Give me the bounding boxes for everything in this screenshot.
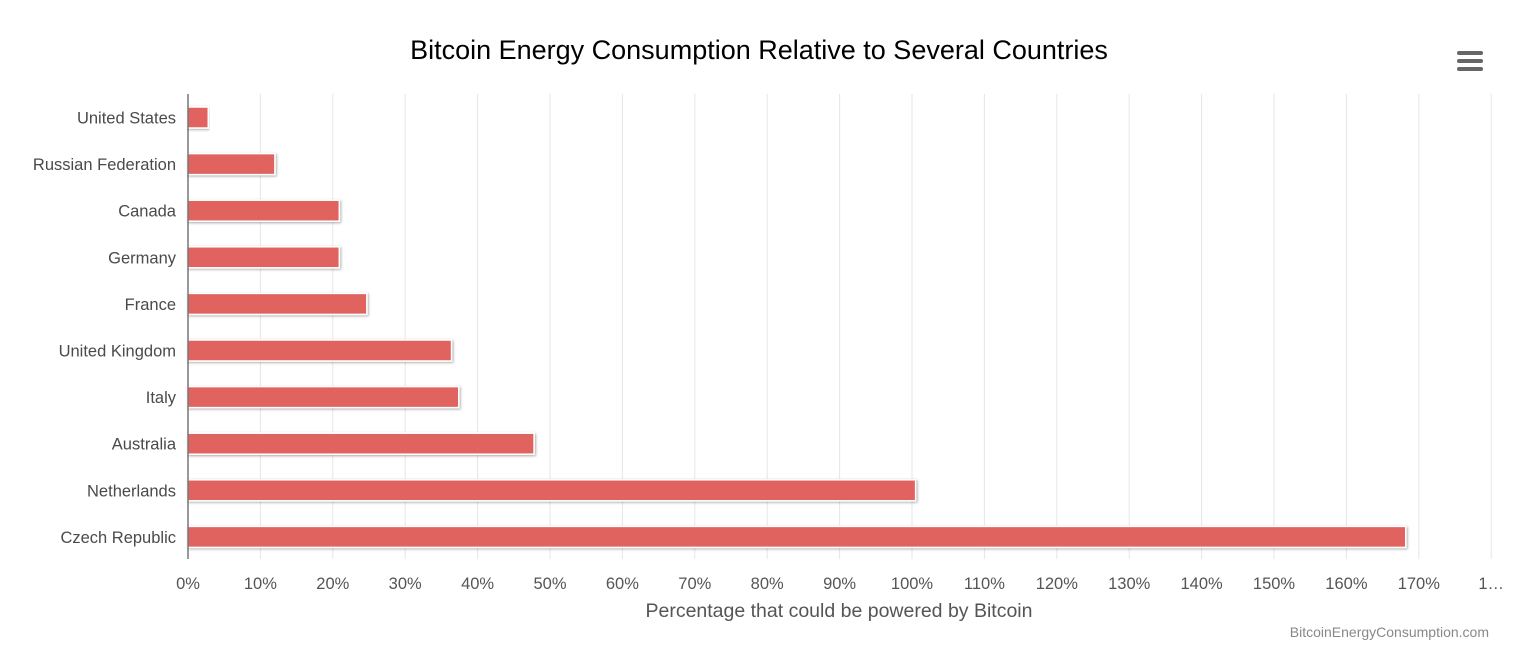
bar[interactable]: [187, 385, 460, 409]
x-tick-label: 130%: [1108, 575, 1151, 593]
category-label: Canada: [118, 203, 177, 221]
x-tick-label: 170%: [1398, 575, 1441, 593]
bar[interactable]: [187, 199, 341, 222]
x-tick-label: 20%: [316, 575, 349, 593]
x-tick-label: 120%: [1036, 575, 1079, 593]
bar[interactable]: [187, 525, 1407, 549]
bar[interactable]: [187, 432, 535, 455]
chart-title: Bitcoin Energy Consumption Relative to S…: [410, 35, 1108, 65]
x-tick-label: 160%: [1325, 575, 1368, 593]
x-tick-label: 30%: [389, 575, 422, 593]
bar[interactable]: [187, 106, 210, 129]
category-label: France: [125, 296, 176, 314]
x-axis-title: Percentage that could be powered by Bitc…: [645, 600, 1032, 622]
grid-lines: [259, 94, 1492, 559]
x-tick-label: 80%: [751, 575, 784, 593]
category-label: Australia: [112, 436, 177, 454]
x-tick-label: 110%: [964, 575, 1005, 593]
x-tick-label: 1…: [1478, 575, 1504, 593]
bar[interactable]: [187, 152, 276, 176]
x-tick-label: 40%: [461, 575, 494, 593]
x-tick-label: 0%: [176, 575, 200, 593]
hamburger-menu-icon: [1457, 51, 1483, 71]
bar[interactable]: [187, 479, 917, 502]
category-label: Netherlands: [87, 482, 176, 500]
x-tick-label: 50%: [533, 575, 566, 593]
bar[interactable]: [187, 246, 341, 269]
x-tick-label: 10%: [244, 575, 277, 593]
category-label: Germany: [108, 249, 177, 267]
category-label: Italy: [146, 389, 177, 407]
x-tick-label: 70%: [678, 575, 711, 593]
x-tick-label: 140%: [1180, 575, 1223, 593]
menu-button[interactable]: [1448, 42, 1492, 80]
x-tick-label: 100%: [891, 575, 934, 593]
bar[interactable]: [187, 292, 368, 316]
category-labels: United States Russian Federation Canada Ger…: [33, 110, 177, 547]
x-tick-labels: 0% 10% 20% 30% 40% 50% 60% 70% 80% 90% 100% 110% 120…: [176, 575, 1504, 593]
x-tick-label: 90%: [823, 575, 856, 593]
category-label: Czech Republic: [60, 529, 176, 547]
bar[interactable]: [187, 339, 453, 362]
x-tick-label: 150%: [1253, 575, 1296, 593]
category-label: Russian Federation: [33, 156, 176, 174]
credit-link[interactable]: BitcoinEnergyConsumption.com: [1290, 624, 1489, 640]
category-label: United Kingdom: [59, 343, 176, 361]
bars: [187, 106, 1407, 549]
x-tick-label: 60%: [606, 575, 639, 593]
category-label: United States: [77, 110, 176, 128]
